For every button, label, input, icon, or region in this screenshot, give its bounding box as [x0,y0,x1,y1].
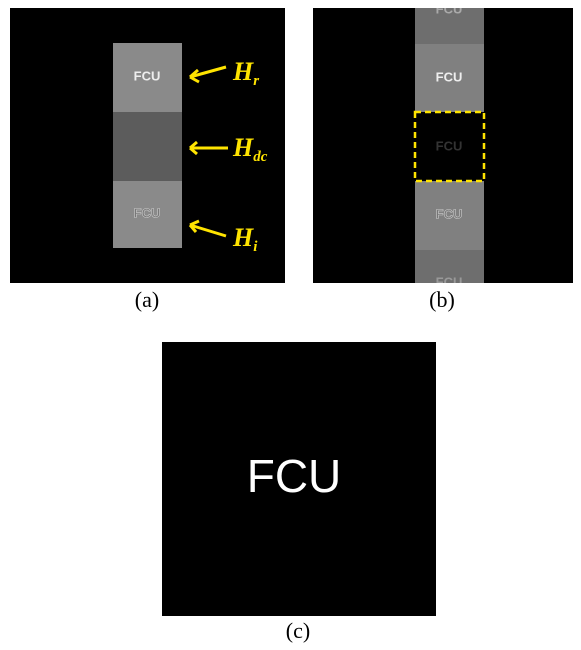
block-text: FCU [436,1,463,16]
panel-a: FCU FCU Hr Hdc Hi (a) [10,8,285,312]
label-sub: r [253,73,259,89]
panel-b: FCU FCU FCU FCU FCU (b) [313,1,573,312]
block-text: FCU [134,205,161,220]
label-main: H [232,57,254,86]
block-text: FCU [134,68,161,83]
reconstructed-text: FCU [247,450,342,502]
caption: (c) [286,618,310,643]
block-text: FCU [436,206,463,221]
block-text: FCU [436,138,463,153]
caption: (a) [135,287,159,312]
label-main: H [232,133,254,162]
panel-c: FCU (c) [162,342,436,643]
label-main: H [232,223,254,252]
label-sub: dc [253,149,268,165]
block-hdc [113,112,182,181]
figure: FCU FCU Hr Hdc Hi (a) FCU FCU FCU FCU FC… [0,0,581,650]
block-text: FCU [436,69,463,84]
caption: (b) [429,287,455,312]
